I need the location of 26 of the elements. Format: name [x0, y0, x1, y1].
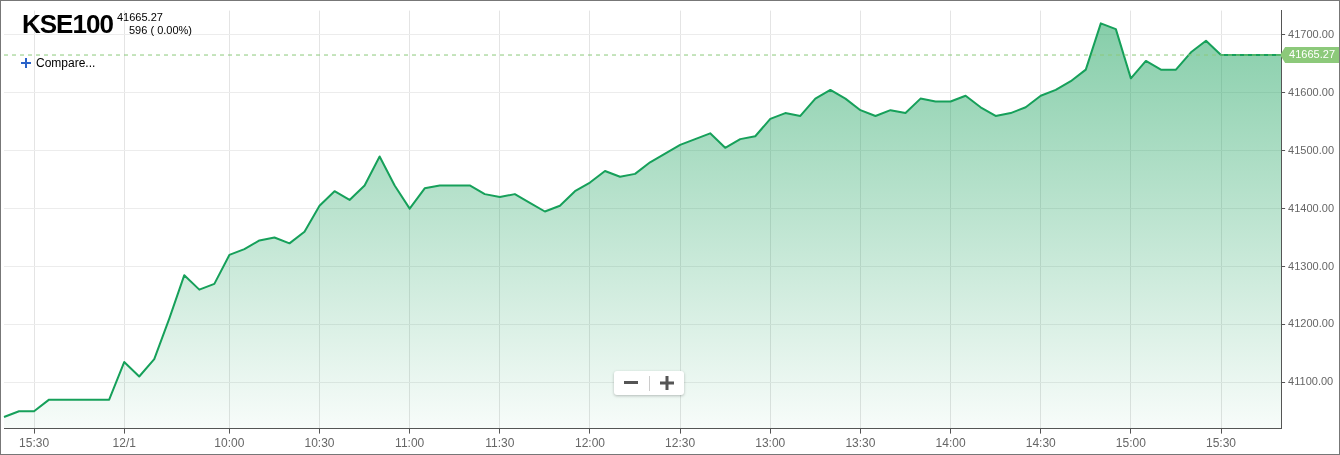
annotation: 596 ( 0.00%) — [129, 24, 192, 37]
x-tick-label: 11:00 — [395, 436, 425, 451]
y-tick-label: 41100.00 — [1288, 375, 1334, 388]
x-tick-label: 15:30 — [1206, 436, 1237, 451]
chart-subtitle: 41665.27 — [117, 11, 164, 24]
x-tick-label: 15:00 — [1115, 436, 1147, 451]
x-tick-label: 11:30 — [485, 436, 515, 451]
annotation: Compare... — [36, 56, 96, 70]
x-tick-label: 12:30 — [665, 436, 696, 451]
chart-title: KSE100 — [22, 9, 113, 40]
y-tick-label: 41600.00 — [1288, 85, 1335, 98]
x-tick-label: 10:00 — [214, 436, 245, 451]
y-tick-label: 41200.00 — [1288, 317, 1335, 330]
x-tick-label: 12:00 — [574, 436, 606, 451]
x-tick-label: 14:00 — [935, 436, 966, 451]
x-tick-label: 13:00 — [755, 436, 786, 451]
x-tick-label: 15:30 — [19, 436, 50, 451]
ref-line-label: 41665.27 — [1289, 48, 1336, 61]
y-tick-label: 41300.00 — [1288, 259, 1335, 272]
x-tick-label: 12/1 — [112, 436, 137, 451]
x-tick-label: 14:30 — [1025, 436, 1057, 451]
y-tick-label: 41500.00 — [1288, 143, 1335, 156]
y-tick-label: 41400.00 — [1288, 201, 1335, 214]
x-tick-label: 10:30 — [304, 436, 335, 451]
y-tick-label: 41700.00 — [1288, 27, 1335, 40]
x-tick-label: 13:30 — [845, 436, 876, 451]
